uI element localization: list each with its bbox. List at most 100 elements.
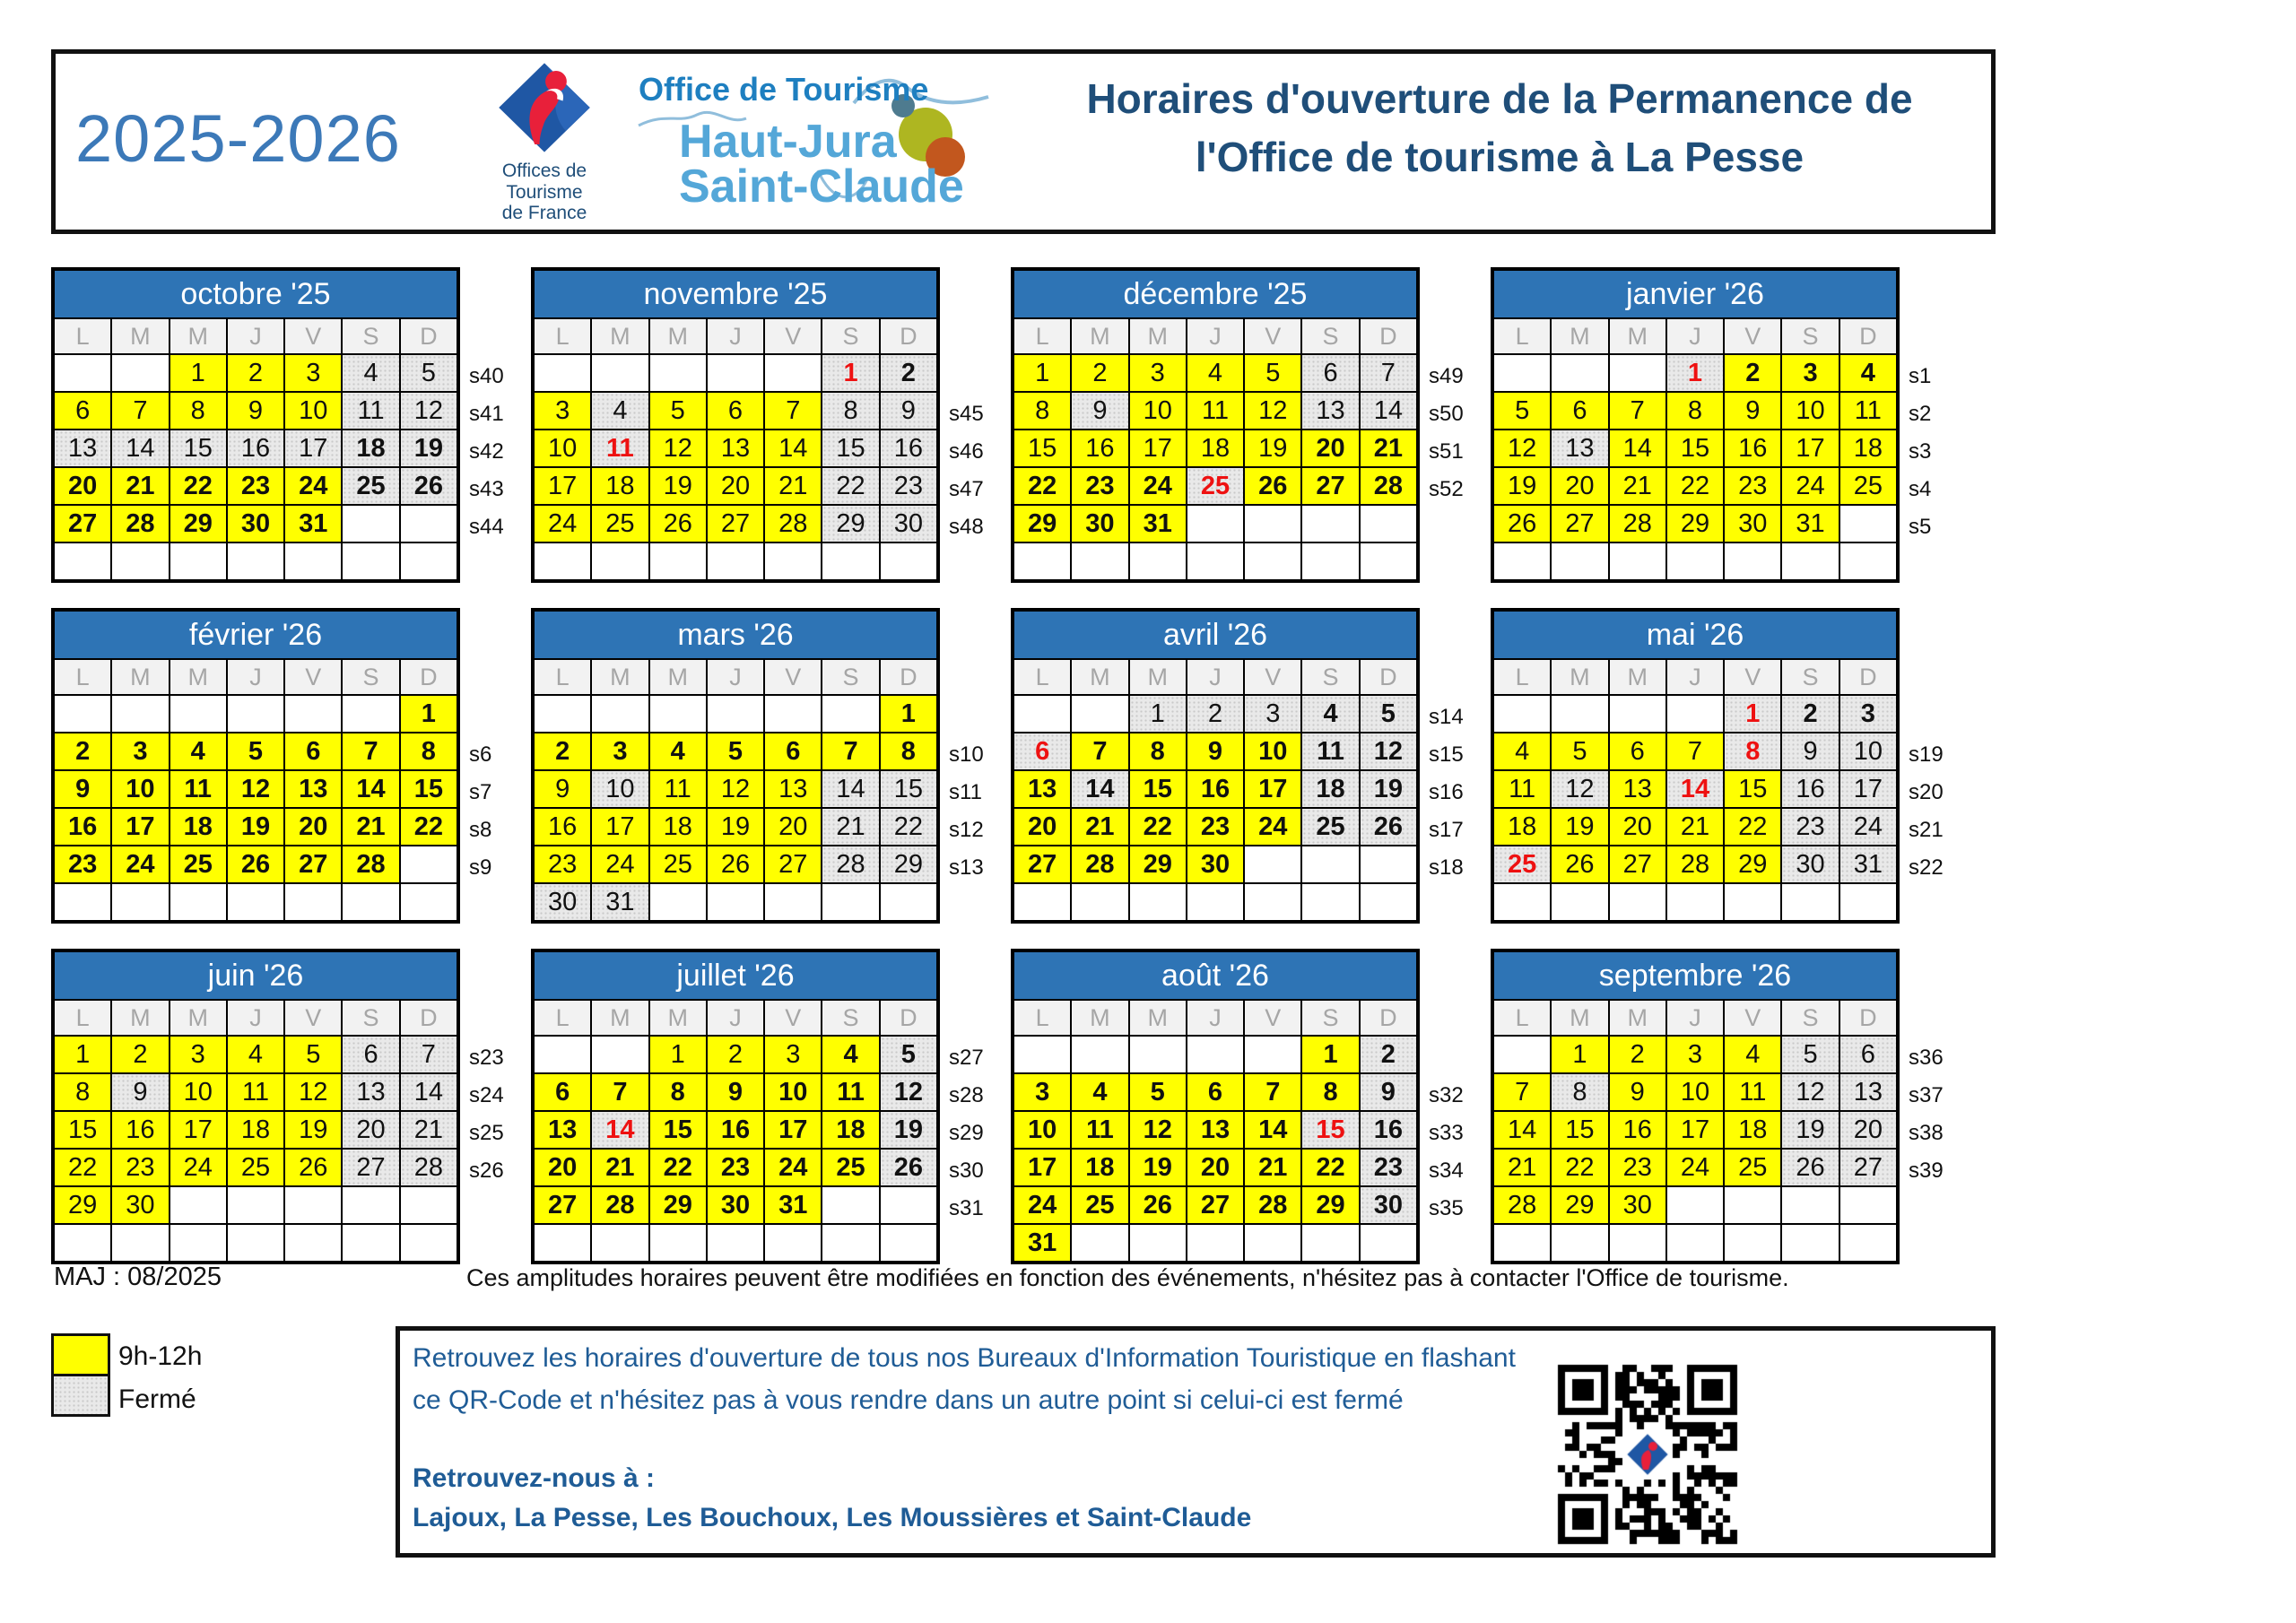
empty-cell [535, 696, 591, 732]
day-cell: 30 [1360, 1187, 1416, 1223]
empty-cell [1725, 884, 1781, 920]
empty-cell [1552, 884, 1608, 920]
day-cell: 15 [1666, 430, 1724, 466]
week-number-label: s27 [949, 1046, 984, 1070]
empty-cell [1494, 1225, 1551, 1261]
day-cell: 19 [1129, 1150, 1186, 1185]
weekday-header: M [592, 1001, 648, 1035]
day-cell: 20 [285, 809, 342, 845]
day-cell: 25 [227, 1150, 284, 1185]
month-calendar: juin '26 L M M J V S D 1 2 3 4 5 6 7 8 9 10 11 12 13 14 15 16 17… [51, 949, 504, 1264]
day-cell: 17 [112, 809, 169, 845]
empty-cell [1187, 506, 1244, 542]
day-cell: 22 [649, 1150, 706, 1185]
day-cell: 19 [649, 468, 706, 504]
day-cell: 12 [1129, 1112, 1186, 1148]
page-title-line1: Horaires d'ouverture de la Permanence de [1086, 75, 1913, 122]
day-cell: 9 [1782, 733, 1839, 769]
empty-cell [1666, 696, 1724, 732]
day-cell: 29 [170, 506, 226, 542]
week-number-label: s48 [949, 515, 984, 539]
empty-cell [55, 355, 111, 391]
day-cell: 25 [822, 1150, 879, 1185]
day-cell: 2 [535, 733, 591, 769]
day-cell: 11 [1302, 733, 1359, 769]
day-cell: 12 [707, 771, 764, 807]
week-number-label: s24 [469, 1083, 504, 1107]
day-cell: 25 [1187, 468, 1244, 504]
weekday-header: D [1839, 1001, 1896, 1035]
empty-cell [400, 1187, 457, 1223]
page-title-line2: l'Office de tourisme à La Pesse [1195, 134, 1805, 181]
day-cell: 23 [880, 468, 936, 504]
empty-cell [227, 884, 284, 920]
empty-cell [1725, 1187, 1781, 1223]
weekday-header: V [285, 319, 342, 353]
day-cell: 2 [1360, 1037, 1416, 1072]
empty-cell [535, 355, 591, 391]
day-cell: 2 [112, 1037, 169, 1072]
week-number-label: s14 [1429, 705, 1464, 729]
day-cell: 26 [227, 846, 284, 882]
hj-logo-name1: Haut-Jura [679, 116, 898, 168]
weekday-header: M [1552, 660, 1608, 694]
day-cell: 14 [1494, 1112, 1551, 1148]
week-number-label: s13 [949, 855, 984, 880]
otf-logo-text-line2: Tourisme [506, 181, 583, 203]
day-cell: 5 [400, 355, 457, 391]
empty-cell [707, 1225, 764, 1261]
day-cell: 25 [1494, 846, 1551, 882]
haut-jura-saint-claude-logo: Office de Tourisme Haut-Jura Saint-Claud… [630, 63, 1006, 229]
day-cell: 25 [1725, 1150, 1781, 1185]
day-cell: 20 [55, 468, 111, 504]
day-cell: 27 [1552, 506, 1608, 542]
empty-cell [1839, 884, 1896, 920]
day-cell: 15 [1725, 771, 1781, 807]
weekday-header: V [765, 660, 822, 694]
day-cell: 7 [1245, 1074, 1301, 1110]
day-cell: 7 [822, 733, 879, 769]
day-cell: 13 [285, 771, 342, 807]
day-cell: 2 [1609, 1037, 1665, 1072]
day-cell: 17 [1014, 1150, 1071, 1185]
day-cell: 3 [112, 733, 169, 769]
day-cell: 1 [880, 696, 936, 732]
empty-cell [1552, 543, 1608, 579]
month-calendar: novembre '25 L M M J V S D 1 2 3 4 5 6 7 8 9 10 11 12 13 14 15… [531, 267, 984, 583]
empty-cell [822, 1225, 879, 1261]
day-cell: 23 [1072, 468, 1128, 504]
day-cell: 16 [1725, 430, 1781, 466]
day-cell: 1 [400, 696, 457, 732]
day-cell: 26 [400, 468, 457, 504]
day-cell: 8 [400, 733, 457, 769]
week-number-label: s46 [949, 439, 984, 464]
day-cell: 22 [170, 468, 226, 504]
day-cell: 14 [1609, 430, 1665, 466]
day-cell: 13 [1302, 393, 1359, 429]
empty-cell [1725, 543, 1781, 579]
day-cell: 17 [1839, 771, 1896, 807]
info-heading: Retrouvez-nous à : [413, 1463, 656, 1493]
month-grid: L M M J V S D 1 2 3 4 5 6 7 8 9 10 11 12 13 14 15 16 17 18 19 20 21… [1014, 660, 1416, 920]
day-cell: 17 [1666, 1112, 1724, 1148]
empty-cell [1782, 543, 1839, 579]
day-cell: 25 [343, 468, 399, 504]
empty-cell [227, 1225, 284, 1261]
month-title: octobre '25 [55, 271, 457, 317]
day-cell: 6 [1609, 733, 1665, 769]
day-cell: 11 [1494, 771, 1551, 807]
weekday-header: L [1494, 660, 1551, 694]
weekday-header: L [55, 1001, 111, 1035]
otf-logo-text-line1: Offices de [501, 161, 587, 181]
day-cell: 30 [535, 884, 591, 920]
day-cell: 1 [1129, 696, 1186, 732]
day-cell: 24 [1245, 809, 1301, 845]
day-cell: 12 [1494, 430, 1551, 466]
month-calendar: octobre '25 L M M J V S D 1 2 3 4 5 6 7 8 9 10 11 12 13 14 15 1… [51, 267, 504, 583]
day-cell: 20 [1187, 1150, 1244, 1185]
day-cell: 30 [1609, 1187, 1665, 1223]
empty-cell [1494, 1037, 1551, 1072]
day-cell: 14 [1360, 393, 1416, 429]
day-cell: 6 [535, 1074, 591, 1110]
empty-cell [649, 543, 706, 579]
